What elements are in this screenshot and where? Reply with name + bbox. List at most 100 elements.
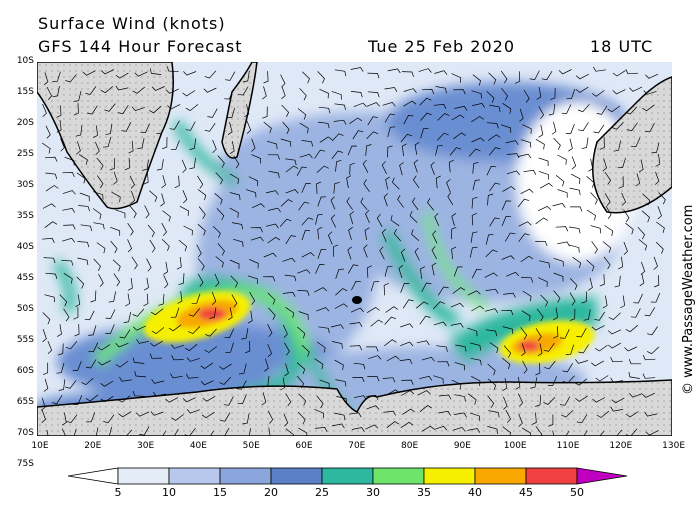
wind-barb [583, 430, 588, 436]
wind-barb [502, 186, 516, 192]
wind-barb [261, 392, 267, 406]
wind-barb [501, 87, 509, 101]
wind-barb [421, 356, 435, 362]
wind-barb [118, 411, 132, 418]
wind-barb [46, 86, 53, 100]
wind-barb [642, 355, 656, 361]
lon-label: 100E [503, 441, 527, 451]
wind-barb [419, 97, 432, 106]
wind-barb [485, 249, 498, 258]
wind-barb [282, 291, 296, 297]
wind-barb [214, 273, 220, 287]
wind-barb [467, 327, 478, 337]
wind-barb [438, 410, 451, 416]
wind-barb [419, 375, 433, 381]
wind-barb [72, 360, 82, 371]
wind-barb [415, 301, 429, 309]
wind-barb [646, 346, 660, 355]
wind-barb [628, 371, 640, 379]
wind-barb [349, 322, 363, 327]
wind-barb [370, 319, 383, 327]
wind-barb [553, 307, 558, 321]
wind-barb [225, 71, 236, 81]
wind-barb [523, 169, 537, 175]
wind-barb [420, 128, 429, 139]
wind-barb [613, 140, 621, 152]
wind-barb [367, 376, 380, 382]
wind-barb [251, 203, 265, 209]
wind-barb [115, 342, 129, 348]
wind-barb [386, 389, 400, 396]
wind-barb [93, 191, 104, 200]
wind-barb [251, 154, 262, 164]
colorbar-label: 50 [570, 486, 584, 499]
wind-barb [611, 121, 624, 130]
wind-barb [401, 71, 414, 77]
colorbar-label: 40 [468, 486, 482, 499]
wind-barb [316, 307, 330, 312]
wind-barb [223, 396, 234, 406]
wind-barb [518, 153, 532, 159]
wind-barb [197, 273, 204, 287]
wind-barb [238, 363, 247, 375]
wind-barb [655, 154, 661, 167]
wind-barb [79, 192, 90, 202]
wind-barb [386, 355, 400, 362]
wind-barb [384, 265, 393, 277]
wind-barb [454, 105, 468, 111]
wind-barb [419, 405, 433, 413]
wind-barb [604, 172, 612, 185]
wind-barb [384, 87, 398, 92]
wind-barb [318, 106, 331, 114]
wind-barb [400, 248, 406, 262]
wind-barb [471, 90, 482, 99]
wind-barb [471, 305, 485, 312]
wind-barb [185, 373, 199, 379]
wind-barb [486, 91, 495, 103]
wind-barb [535, 217, 549, 225]
wind-barb [399, 162, 404, 176]
wind-barb [641, 392, 656, 398]
wind-barb [569, 187, 581, 196]
wind-barb [61, 237, 76, 243]
wind-barb [129, 175, 135, 189]
wind-barb [531, 412, 537, 425]
wind-barb [204, 70, 217, 79]
wind-barb [586, 259, 595, 272]
wind-barb [367, 91, 380, 98]
wind-barb [553, 326, 559, 339]
wind-barb [505, 409, 512, 423]
wind-barb [314, 287, 328, 293]
wind-barb [132, 86, 146, 94]
wind-barb [136, 339, 150, 344]
wind-barb [210, 430, 214, 436]
lat-label: 10S [16, 56, 34, 66]
wind-barb [618, 176, 624, 189]
wind-barb [88, 342, 99, 353]
wind-barb [484, 272, 498, 278]
wind-barb [268, 170, 280, 179]
wind-barb [226, 107, 236, 119]
wind-barb [52, 71, 61, 82]
lat-label: 15S [16, 87, 34, 97]
colorbar-label: 10 [162, 486, 176, 499]
wind-barb [144, 277, 149, 291]
wind-barb [92, 125, 98, 139]
wind-barb [318, 326, 330, 334]
wind-barb [73, 428, 77, 436]
wind-barb [185, 104, 199, 112]
wind-barb [217, 243, 225, 256]
wind-barb [570, 173, 581, 184]
lon-label: 30E [137, 441, 155, 451]
wind-barb [384, 316, 397, 325]
wind-barb [51, 395, 63, 404]
wind-barb [163, 261, 168, 275]
colorbar-segment [321, 467, 374, 485]
wind-barb [319, 379, 330, 389]
wind-barb [366, 102, 380, 107]
wind-barb [453, 132, 466, 140]
wind-barb [576, 328, 587, 338]
wind-barb [96, 157, 104, 171]
wind-barb [81, 377, 94, 386]
